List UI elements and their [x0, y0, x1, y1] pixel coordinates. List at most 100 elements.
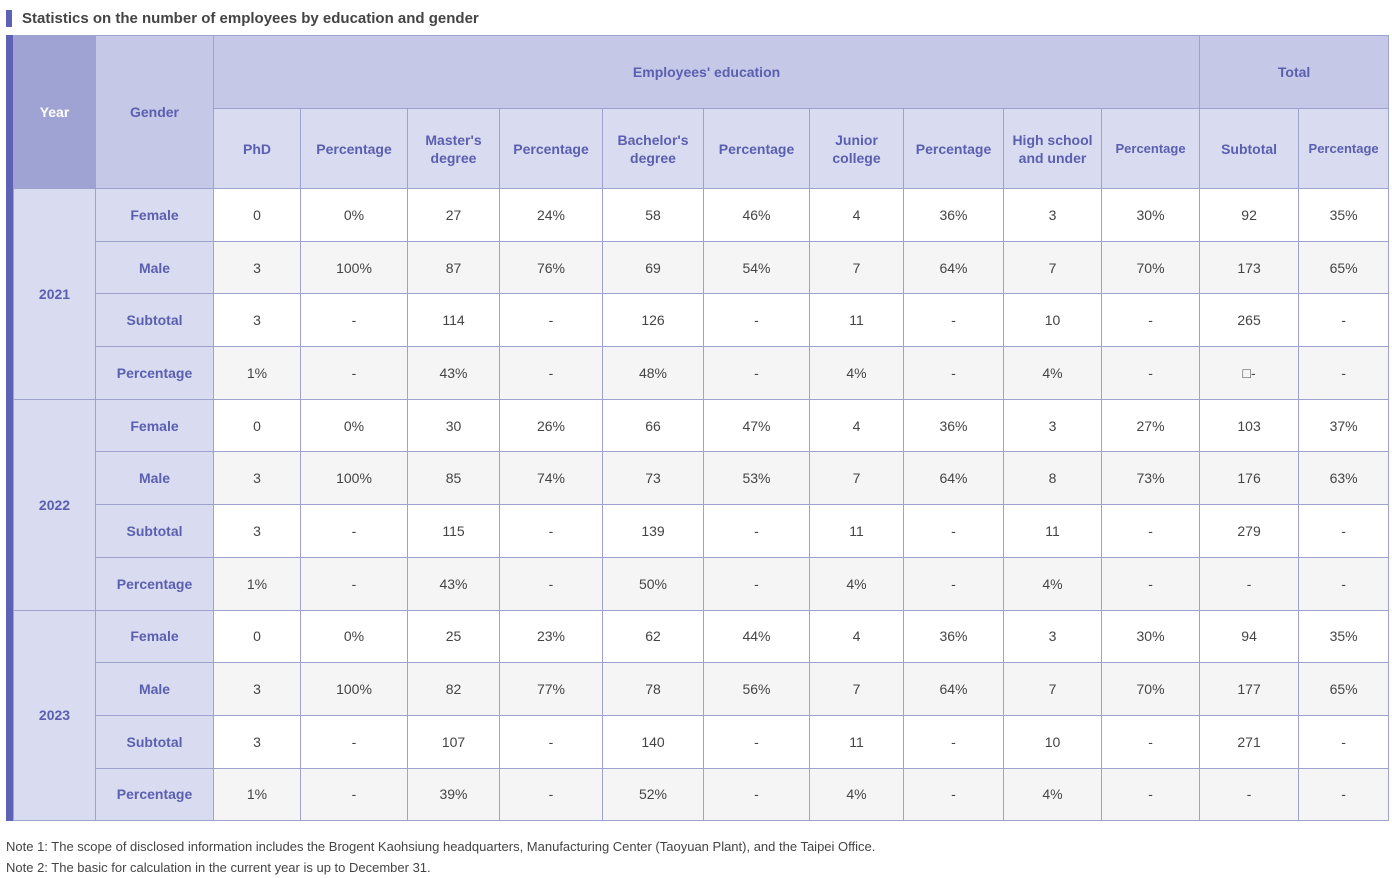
value-cell: 27: [407, 188, 500, 242]
value-cell: 87: [407, 240, 500, 295]
value-cell: 52%: [602, 767, 704, 822]
value-cell: 63%: [1298, 451, 1390, 506]
value-cell: 92: [1199, 188, 1300, 242]
value-cell: -: [703, 556, 810, 611]
value-cell: -: [903, 293, 1004, 348]
table-row: Subtotal 3-115-139-11-11-279-: [14, 504, 1390, 558]
value-cell: 36%: [903, 609, 1004, 664]
value-cell: 30%: [1100, 609, 1201, 664]
value-cell: 50%: [602, 556, 704, 611]
value-cell: 3: [213, 451, 301, 506]
page-title: Statistics on the number of employees by…: [22, 9, 479, 27]
value-cell: -: [300, 293, 408, 348]
value-cell: 0%: [300, 398, 408, 453]
row-label-cell: Percentage: [95, 346, 214, 400]
value-cell: 11: [809, 293, 904, 348]
value-cell: 3: [1003, 188, 1102, 242]
value-cell: 85: [407, 451, 500, 506]
value-cell: -: [1100, 714, 1201, 769]
value-cell: 271: [1199, 714, 1300, 769]
value-cell: 39%: [407, 767, 500, 822]
value-cell: -: [1199, 556, 1300, 611]
value-cell: 7: [809, 662, 904, 716]
value-cell: 54%: [703, 240, 810, 295]
value-cell: 3: [213, 240, 301, 295]
value-cell: 27%: [1100, 398, 1201, 453]
value-cell: -: [1298, 556, 1390, 611]
value-cell: 265: [1199, 293, 1300, 348]
note-2: Note 2: The basic for calculation in the…: [6, 860, 431, 875]
row-label-cell: Female: [95, 188, 214, 242]
value-cell: -: [903, 504, 1004, 558]
value-cell: -: [1298, 504, 1390, 558]
row-label-cell: Subtotal: [95, 293, 214, 348]
row-label-cell: Female: [95, 398, 214, 453]
value-cell: -: [300, 767, 408, 822]
value-cell: 103: [1199, 398, 1300, 453]
value-cell: 3: [1003, 609, 1102, 664]
table-container: Year Gender Employees' education Total P…: [6, 35, 1390, 822]
value-cell: 3: [1003, 398, 1102, 453]
year-cell: 2022: [13, 398, 96, 611]
value-cell: 77%: [499, 662, 603, 716]
table-row: Male 3 100% 85 74% 73 53% 7 64% 8 73% 176 63%: [14, 451, 1390, 506]
value-cell: 4%: [1003, 767, 1102, 822]
year-cell: 2021: [13, 188, 96, 400]
value-cell: 4: [809, 609, 904, 664]
value-cell: -: [499, 556, 603, 611]
value-cell: 64%: [903, 451, 1004, 506]
value-cell: -: [1100, 504, 1201, 558]
value-cell: 64%: [903, 662, 1004, 716]
value-cell: 279: [1199, 504, 1300, 558]
value-cell: 0: [213, 188, 301, 242]
value-cell: 0: [213, 398, 301, 453]
value-cell: -: [1298, 767, 1390, 822]
value-cell: 3: [213, 293, 301, 348]
value-cell: 3: [213, 714, 301, 769]
value-cell: 4%: [1003, 346, 1102, 400]
value-cell: 114: [407, 293, 500, 348]
column-header: Percentage: [703, 108, 810, 189]
value-cell: 7: [1003, 240, 1102, 295]
value-cell: -: [703, 346, 810, 400]
value-cell: -: [903, 714, 1004, 769]
value-cell: -: [499, 714, 603, 769]
value-cell: 7: [1003, 662, 1102, 716]
column-header: Subtotal: [1199, 108, 1300, 189]
value-cell: 3: [213, 662, 301, 716]
value-cell: -: [703, 714, 810, 769]
value-cell: -: [703, 767, 810, 822]
value-cell: 10: [1003, 714, 1102, 769]
note-1: Note 1: The scope of disclosed informati…: [6, 839, 876, 854]
value-cell: 7: [809, 451, 904, 506]
value-cell: 139: [602, 504, 704, 558]
table-row: Subtotal 3-107-140-11-10-271-: [14, 714, 1390, 769]
value-cell: 4%: [809, 767, 904, 822]
value-cell: 48%: [602, 346, 704, 400]
value-cell: 0: [213, 609, 301, 664]
value-cell: 69: [602, 240, 704, 295]
column-header: Percentage: [499, 108, 603, 189]
value-cell: 35%: [1298, 609, 1390, 664]
value-cell: -: [300, 504, 408, 558]
value-cell: 37%: [1298, 398, 1390, 453]
column-header: Master's degree: [407, 108, 500, 189]
table-row: Subtotal 3-114-126-11-10-265-: [14, 293, 1390, 348]
value-cell: 4: [809, 398, 904, 453]
value-cell: 78: [602, 662, 704, 716]
value-cell: 100%: [300, 662, 408, 716]
value-cell: -: [499, 767, 603, 822]
column-header: High school and under: [1003, 108, 1102, 189]
value-cell: 73: [602, 451, 704, 506]
header-total-group: Total: [1199, 35, 1390, 109]
header-education-group: Employees' education: [212, 35, 1201, 109]
value-cell: -: [703, 504, 810, 558]
value-cell: 25: [407, 609, 500, 664]
value-cell: -: [1199, 767, 1300, 822]
value-cell: 8: [1003, 451, 1102, 506]
value-cell: -: [903, 767, 1004, 822]
column-header: PhD: [213, 108, 301, 189]
value-cell: 70%: [1100, 662, 1201, 716]
row-label-cell: Male: [95, 662, 214, 716]
row-label-cell: Percentage: [95, 767, 214, 822]
